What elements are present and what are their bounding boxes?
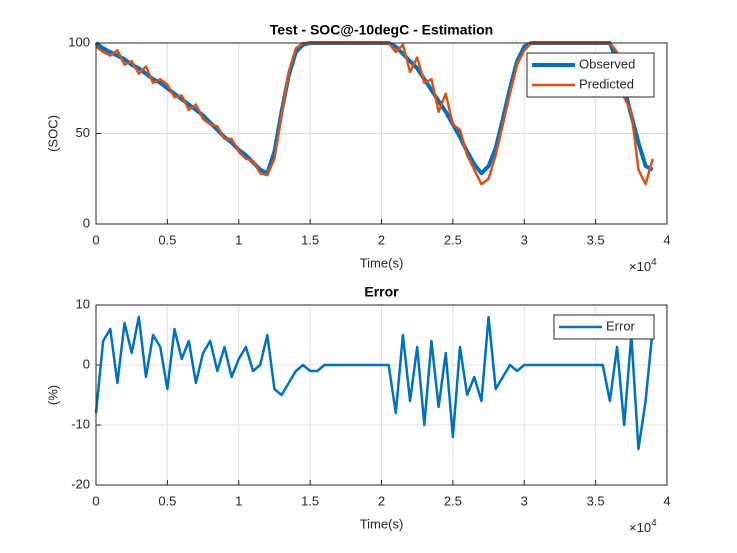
x-tick-label: 1.5 <box>301 493 319 508</box>
x-tick-label: 2.5 <box>444 493 462 508</box>
chart-title: Test - SOC@-10degC - Estimation <box>270 22 493 38</box>
x-tick-label: 2 <box>378 493 385 508</box>
x-multiplier-power: 4 <box>651 257 657 268</box>
data-line <box>94 315 654 451</box>
x-tick-label: 1.5 <box>301 232 319 247</box>
y-tick-label: -20 <box>71 476 90 491</box>
axes-box <box>95 42 668 225</box>
y-axis-label: (SOC) <box>45 115 60 152</box>
legend-label: Predicted <box>579 76 634 91</box>
x-tick-label: 2 <box>378 232 385 247</box>
x-tick-label: 0 <box>92 493 99 508</box>
y-tick-label: 10 <box>76 296 90 311</box>
x-tick-label: 0 <box>92 232 99 247</box>
x-multiplier-base: ×10 <box>629 520 651 535</box>
x-tick-label: 3.5 <box>587 232 605 247</box>
x-tick-label: 0.5 <box>158 493 176 508</box>
x-axis-label: Time(s) <box>360 516 404 531</box>
y-tick-label: 100 <box>68 34 90 49</box>
x-axis-label: Time(s) <box>360 255 404 270</box>
x-multiplier-power: 4 <box>651 518 657 529</box>
y-tick-label: 0 <box>83 215 90 230</box>
x-multiplier: ×104 <box>629 518 657 536</box>
x-tick-label: 2.5 <box>444 232 462 247</box>
x-tick-label: 0.5 <box>158 232 176 247</box>
x-tick-label: 3 <box>521 232 528 247</box>
x-tick-label: 1 <box>235 232 242 247</box>
legend-label: Error <box>606 318 636 333</box>
x-multiplier-base: ×10 <box>629 259 651 274</box>
y-tick-label: 0 <box>83 356 90 371</box>
axes-box <box>95 304 668 486</box>
chart-title: Error <box>364 284 399 300</box>
x-tick-label: 1 <box>235 493 242 508</box>
y-tick-label: 50 <box>76 125 90 140</box>
legend-box <box>526 52 655 98</box>
legend-label: Observed <box>579 56 635 71</box>
x-tick-label: 3.5 <box>587 493 605 508</box>
x-tick-label: 3 <box>521 493 528 508</box>
x-tick-label: 4 <box>663 493 670 508</box>
y-axis-label: (%) <box>45 385 60 405</box>
x-tick-label: 4 <box>663 232 670 247</box>
x-multiplier: ×104 <box>629 257 657 275</box>
y-tick-label: -10 <box>71 416 90 431</box>
